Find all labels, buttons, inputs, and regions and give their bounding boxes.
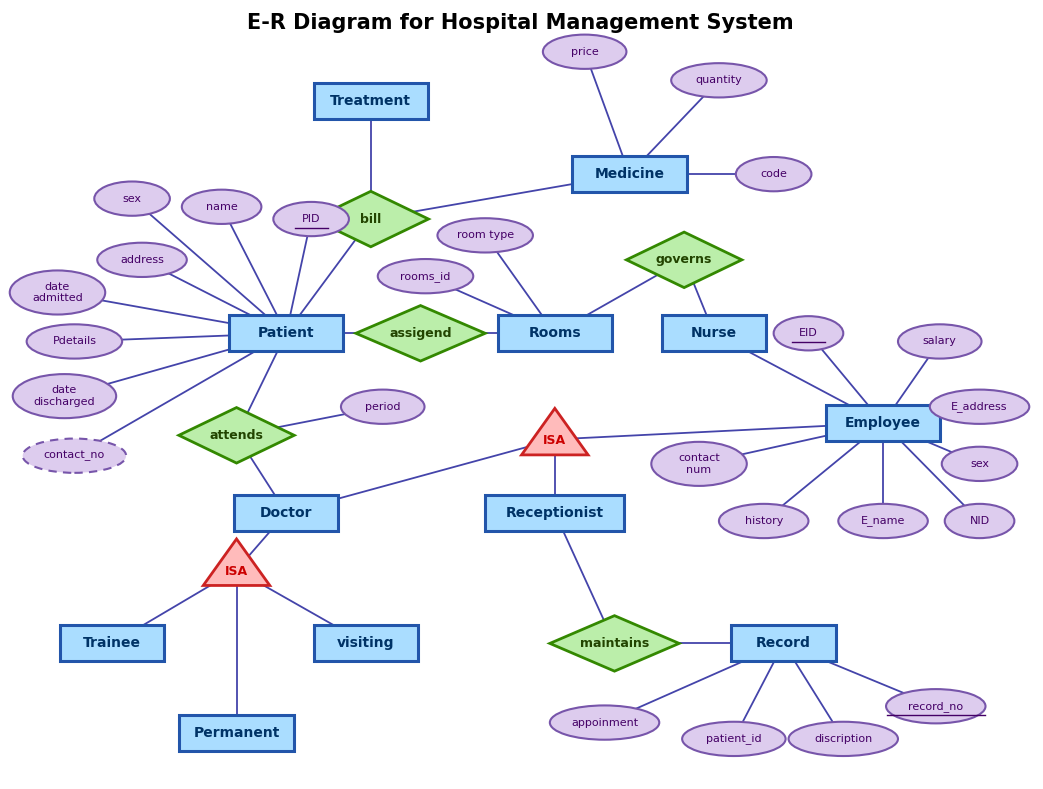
Ellipse shape	[543, 35, 627, 69]
Text: bill: bill	[360, 212, 382, 226]
Ellipse shape	[437, 219, 533, 252]
FancyBboxPatch shape	[234, 495, 339, 531]
Text: contact_no: contact_no	[44, 451, 105, 461]
Text: visiting: visiting	[337, 637, 394, 650]
Ellipse shape	[97, 243, 187, 277]
Text: date
discharged: date discharged	[33, 385, 95, 407]
Ellipse shape	[942, 447, 1017, 481]
Text: ISA: ISA	[225, 565, 248, 578]
Ellipse shape	[94, 181, 170, 215]
Text: discription: discription	[815, 734, 872, 744]
FancyBboxPatch shape	[59, 626, 165, 661]
Ellipse shape	[898, 324, 981, 358]
FancyBboxPatch shape	[229, 316, 343, 351]
Polygon shape	[203, 539, 270, 585]
Ellipse shape	[789, 722, 898, 756]
Text: period: period	[365, 402, 401, 412]
FancyBboxPatch shape	[314, 626, 418, 661]
Text: Record: Record	[756, 637, 811, 650]
Text: Patient: Patient	[258, 327, 315, 340]
Ellipse shape	[341, 390, 425, 424]
Ellipse shape	[23, 439, 126, 473]
Polygon shape	[313, 191, 429, 247]
Ellipse shape	[774, 316, 844, 350]
FancyBboxPatch shape	[314, 83, 428, 118]
Polygon shape	[356, 305, 485, 361]
Text: EID: EID	[799, 328, 818, 338]
Text: Doctor: Doctor	[260, 506, 313, 520]
Ellipse shape	[378, 259, 474, 294]
Polygon shape	[522, 409, 588, 455]
FancyBboxPatch shape	[573, 156, 686, 192]
Text: rooms_id: rooms_id	[401, 271, 451, 282]
Text: price: price	[571, 47, 599, 57]
Text: Receptionist: Receptionist	[506, 506, 604, 520]
Text: NID: NID	[970, 516, 990, 526]
Text: quantity: quantity	[696, 75, 743, 85]
Text: Nurse: Nurse	[690, 327, 737, 340]
Text: appoinment: appoinment	[571, 717, 638, 727]
Text: Employee: Employee	[845, 416, 921, 430]
Polygon shape	[178, 408, 294, 463]
Text: PID: PID	[301, 214, 320, 224]
Ellipse shape	[27, 324, 122, 358]
Ellipse shape	[719, 504, 808, 538]
Polygon shape	[550, 615, 679, 671]
Ellipse shape	[13, 374, 116, 418]
Text: patient_id: patient_id	[706, 734, 761, 744]
Text: assigend: assigend	[389, 327, 452, 340]
Text: Permanent: Permanent	[193, 726, 280, 740]
FancyBboxPatch shape	[661, 316, 767, 351]
Text: E_name: E_name	[860, 515, 905, 526]
Ellipse shape	[9, 271, 105, 315]
Ellipse shape	[736, 157, 811, 191]
Text: salary: salary	[923, 336, 956, 346]
FancyBboxPatch shape	[826, 405, 940, 441]
Text: Rooms: Rooms	[529, 327, 581, 340]
Ellipse shape	[672, 63, 767, 98]
Text: contact
num: contact num	[678, 453, 720, 475]
FancyBboxPatch shape	[731, 626, 835, 661]
Text: date
admitted: date admitted	[32, 282, 82, 303]
FancyBboxPatch shape	[179, 715, 294, 751]
Ellipse shape	[651, 442, 747, 486]
Ellipse shape	[945, 504, 1015, 538]
Ellipse shape	[929, 390, 1029, 424]
Text: Medicine: Medicine	[595, 167, 664, 181]
Text: sex: sex	[123, 193, 142, 204]
Text: history: history	[745, 516, 783, 526]
Text: name: name	[205, 202, 238, 211]
Text: E-R Diagram for Hospital Management System: E-R Diagram for Hospital Management Syst…	[247, 13, 794, 33]
Ellipse shape	[273, 202, 349, 236]
Ellipse shape	[550, 705, 659, 740]
Text: attends: attends	[210, 428, 264, 442]
Text: maintains: maintains	[580, 637, 649, 650]
Ellipse shape	[181, 189, 262, 224]
Text: room type: room type	[457, 230, 514, 241]
Ellipse shape	[839, 504, 928, 538]
Text: Trainee: Trainee	[83, 637, 141, 650]
Ellipse shape	[682, 722, 785, 756]
Ellipse shape	[887, 689, 986, 724]
Text: Pdetails: Pdetails	[52, 336, 96, 346]
FancyBboxPatch shape	[498, 316, 612, 351]
Text: sex: sex	[970, 459, 989, 469]
Text: E_address: E_address	[951, 402, 1008, 412]
Text: record_no: record_no	[908, 701, 964, 712]
Text: ISA: ISA	[543, 435, 566, 447]
Text: code: code	[760, 169, 787, 179]
Text: address: address	[120, 255, 164, 265]
Polygon shape	[627, 232, 742, 288]
FancyBboxPatch shape	[485, 495, 625, 531]
Text: Treatment: Treatment	[331, 94, 411, 108]
Text: governs: governs	[656, 253, 712, 267]
